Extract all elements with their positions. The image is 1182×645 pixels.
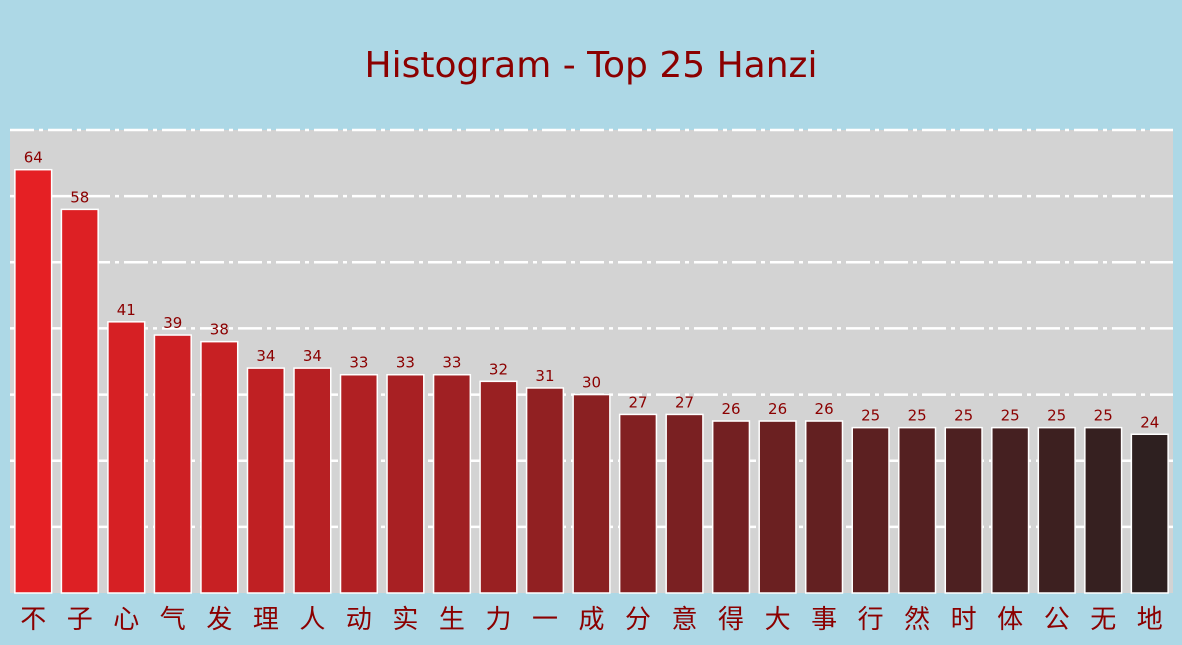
value-label: 25 xyxy=(908,407,927,425)
category-label: 时 xyxy=(951,605,977,635)
value-label: 24 xyxy=(1140,413,1159,431)
category-label: 生 xyxy=(439,605,465,635)
chart-title: Histogram - Top 25 Hanzi xyxy=(364,45,818,86)
category-label: 动 xyxy=(346,605,372,635)
value-label: 25 xyxy=(1001,407,1020,425)
category-label: 体 xyxy=(997,605,1023,635)
value-label: 25 xyxy=(1094,407,1113,425)
category-label: 发 xyxy=(206,605,232,635)
bar xyxy=(339,373,379,594)
value-label: 26 xyxy=(722,400,741,418)
bar xyxy=(479,380,518,594)
category-label: 无 xyxy=(1090,605,1116,635)
category-label: 事 xyxy=(811,605,837,635)
category-label: 一 xyxy=(532,605,558,635)
bar xyxy=(60,208,99,594)
category-label: 分 xyxy=(625,605,651,635)
bar xyxy=(758,420,797,594)
category-labels: 不子心气发理人动实生力一成分意得大事行然时体公无地 xyxy=(20,605,1162,635)
bar xyxy=(1037,426,1076,594)
bar xyxy=(1130,433,1169,594)
bar xyxy=(107,321,146,594)
category-label: 然 xyxy=(904,605,930,635)
value-labels: 64 58 41 39 38 34 34 33 33 33 32 31 30 27 27 26 26 26 25 25… xyxy=(24,149,1160,432)
category-label: 行 xyxy=(858,605,884,635)
bar xyxy=(944,426,983,594)
category-label: 地 xyxy=(1137,605,1163,635)
bars xyxy=(14,168,1169,594)
value-label: 64 xyxy=(24,149,43,167)
category-label: 子 xyxy=(67,605,93,635)
value-label: 26 xyxy=(815,400,834,418)
value-label: 41 xyxy=(117,301,136,319)
category-label: 大 xyxy=(765,605,791,635)
bar xyxy=(14,168,53,594)
value-label: 32 xyxy=(489,360,508,378)
bar xyxy=(711,420,751,594)
bar xyxy=(851,426,890,594)
value-label: 33 xyxy=(396,354,415,372)
bar xyxy=(153,334,192,594)
bar xyxy=(665,413,704,594)
category-label: 成 xyxy=(578,605,604,635)
bar xyxy=(618,413,658,594)
bar xyxy=(991,426,1030,594)
bar xyxy=(804,420,844,594)
value-label: 34 xyxy=(256,347,275,365)
value-label: 58 xyxy=(70,188,89,206)
bar xyxy=(200,340,239,594)
value-label: 34 xyxy=(303,347,322,365)
category-label: 不 xyxy=(20,605,46,635)
bar xyxy=(386,373,425,594)
value-label: 27 xyxy=(628,393,647,411)
value-label: 25 xyxy=(1047,407,1066,425)
value-label: 33 xyxy=(349,354,368,372)
value-label: 27 xyxy=(675,393,694,411)
category-label: 心 xyxy=(113,605,139,635)
category-label: 得 xyxy=(718,605,744,635)
category-label: 理 xyxy=(253,605,279,635)
value-label: 33 xyxy=(442,354,461,372)
value-label: 25 xyxy=(954,407,973,425)
value-label: 25 xyxy=(861,407,880,425)
category-label: 人 xyxy=(299,605,325,635)
category-label: 实 xyxy=(392,605,418,635)
value-label: 26 xyxy=(768,400,787,418)
value-label: 38 xyxy=(210,321,229,339)
value-label: 31 xyxy=(535,367,554,385)
bar xyxy=(572,393,611,594)
bar xyxy=(246,367,285,594)
value-label: 39 xyxy=(163,314,182,332)
bar xyxy=(1084,426,1123,594)
bar xyxy=(293,367,332,594)
bar xyxy=(525,387,565,594)
category-label: 意 xyxy=(672,605,698,635)
bar xyxy=(898,426,937,594)
category-label: 气 xyxy=(160,605,186,635)
bar xyxy=(432,373,472,594)
category-label: 力 xyxy=(485,605,511,635)
value-label: 30 xyxy=(582,374,601,392)
category-label: 公 xyxy=(1044,605,1070,635)
